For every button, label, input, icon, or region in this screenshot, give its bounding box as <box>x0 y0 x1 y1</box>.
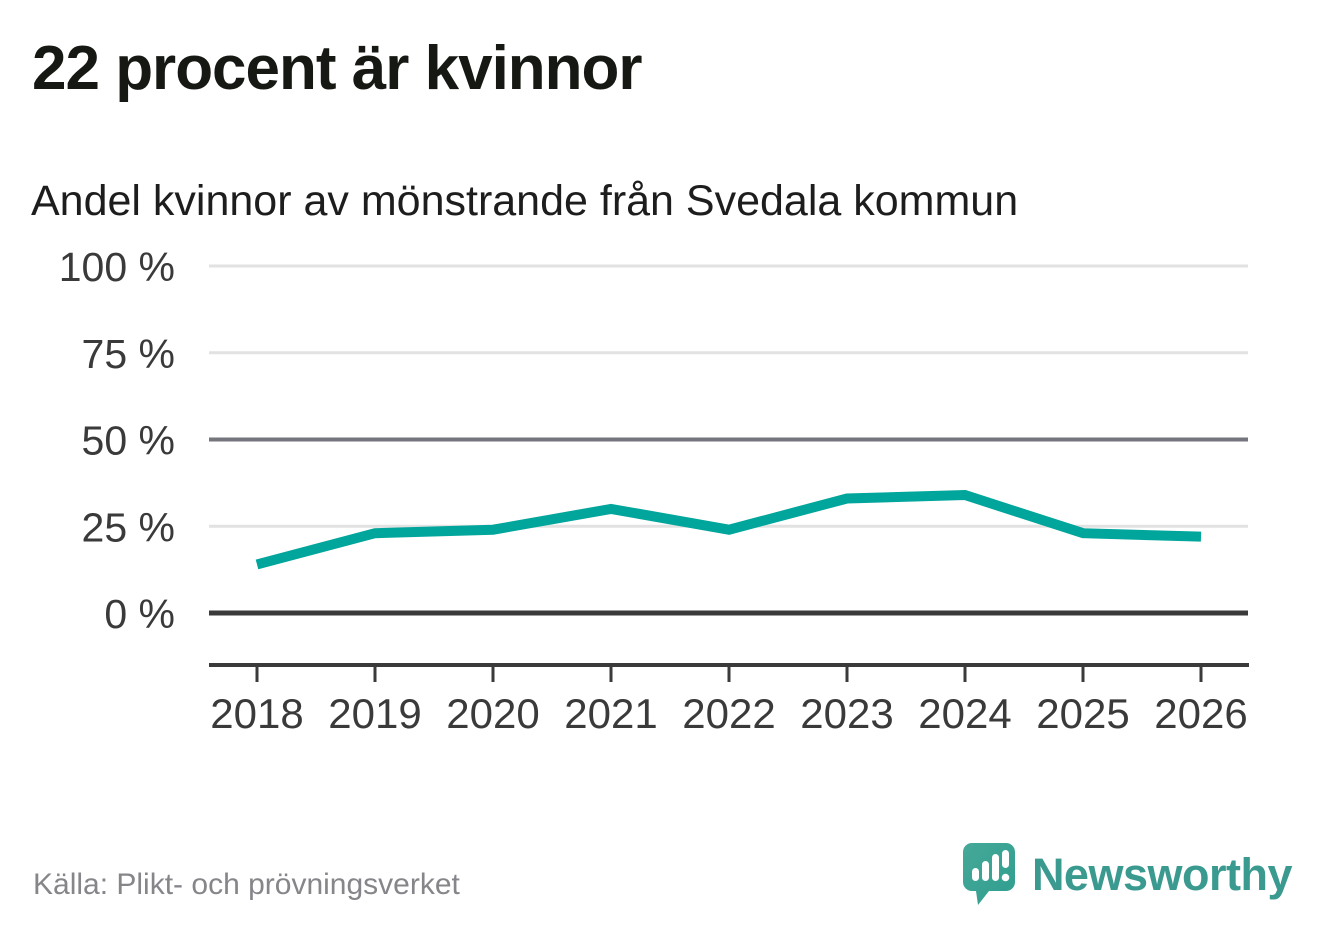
source-note: Källa: Plikt- och prövningsverket <box>33 868 460 901</box>
chart-subtitle: Andel kvinnor av mönstrande från Svedala… <box>31 177 1019 225</box>
y-axis-label: 100 % <box>59 244 175 290</box>
x-axis-label: 2025 <box>1036 690 1129 737</box>
newsworthy-logo: Newsworthy <box>962 842 1293 908</box>
x-axis-label: 2018 <box>210 690 303 737</box>
bar-chart-glyph <box>971 850 1010 882</box>
x-axis-label: 2021 <box>564 690 657 737</box>
y-axis-label: 0 % <box>104 591 175 637</box>
y-axis-label: 75 % <box>82 331 175 377</box>
x-axis-label: 2020 <box>446 690 539 737</box>
x-axis-label: 2019 <box>328 690 421 737</box>
x-axis-label: 2026 <box>1154 690 1247 737</box>
newsworthy-bubble-icon <box>962 843 1015 905</box>
x-axis-label: 2022 <box>682 690 775 737</box>
y-axis-label: 50 % <box>82 418 175 464</box>
y-axis-label: 25 % <box>82 504 175 550</box>
brand-wordmark: Newsworthy <box>1031 849 1293 900</box>
line-chart: 0 % 25 % 50 % 75 % 100 % 2018 2019 2020 2021 2022… <box>59 244 1249 737</box>
trend-line <box>255 489 1202 570</box>
page-title: 22 procent är kvinnor <box>32 34 643 103</box>
x-axis-label: 2024 <box>918 690 1011 737</box>
x-axis-label: 2023 <box>800 690 893 737</box>
